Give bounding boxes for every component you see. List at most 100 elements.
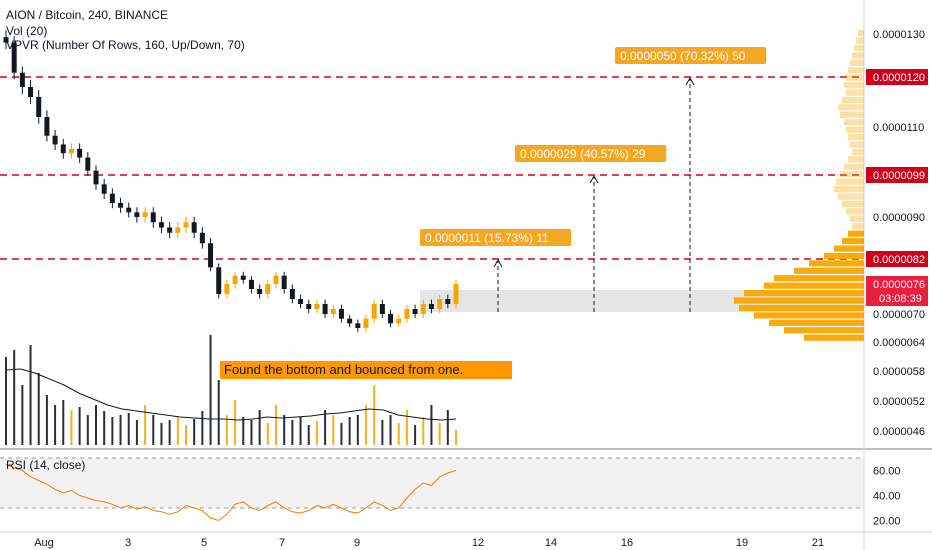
volume-bar (217, 380, 220, 445)
y-tick-label: 0.0000058 (873, 366, 925, 378)
vpvr-row (842, 238, 864, 245)
candle-body (126, 207, 132, 213)
candle-body (257, 289, 263, 294)
rsi-indicator-label: RSI (14, close) (6, 458, 86, 472)
candle-body (224, 284, 230, 294)
vpvr-row (744, 290, 864, 297)
vpvr-row (754, 312, 864, 319)
measure-label: 0.0000011 (15.73%) 11 (425, 231, 549, 245)
candle-body (314, 304, 320, 309)
volume-bar (356, 415, 359, 445)
vpvr-row (856, 37, 864, 44)
candle-body (306, 304, 312, 309)
candle-body (453, 284, 459, 304)
vpvr-row (848, 67, 864, 74)
volume-bar (135, 420, 138, 445)
candle-body (330, 309, 336, 314)
vpvr-row (850, 59, 864, 66)
vpvr-row (840, 111, 864, 118)
volume-bar (299, 417, 302, 445)
vpvr-row (834, 186, 864, 193)
volume-bar (209, 335, 212, 445)
candle-body (158, 222, 164, 228)
candle-body (347, 318, 353, 324)
candle-body (396, 318, 402, 324)
candle-body (248, 279, 254, 289)
volume-bar (242, 417, 245, 445)
volume-bar (176, 417, 179, 445)
x-tick-label: Aug (34, 537, 54, 549)
candle-body (150, 212, 156, 223)
candle-body (232, 275, 238, 284)
y-tick-label: 0.0000110 (873, 122, 924, 134)
arrow-head (589, 174, 599, 184)
volume-ma-line (5, 368, 457, 421)
volume-bar (70, 410, 73, 445)
vpvr-row (850, 141, 864, 148)
level-price-tag (866, 251, 928, 267)
volume-bar (45, 395, 48, 445)
x-tick-label: 7 (279, 537, 285, 549)
y-tick-label: 0.0000090 (873, 212, 925, 224)
candle-body (388, 314, 394, 324)
candle-body (44, 117, 50, 136)
vpvr-row (809, 260, 864, 267)
x-tick-label: 14 (545, 537, 557, 549)
vpvr-row (840, 171, 864, 178)
candle-body (199, 232, 205, 244)
rsi-tick-label: 20.00 (873, 516, 901, 528)
vpvr-row (834, 245, 864, 252)
rsi-tick-label: 40.00 (873, 491, 901, 503)
volume-bar (430, 405, 433, 445)
candle-body (60, 144, 66, 154)
candle-body (68, 148, 74, 154)
volume-bar (307, 425, 310, 445)
candle-body (363, 318, 369, 328)
vpvr-row (852, 148, 864, 156)
volume-bar (332, 415, 335, 445)
volume-bar (37, 373, 40, 445)
annotation-text: Found the bottom and bounced from one. (224, 362, 463, 377)
candle-body (437, 299, 443, 309)
current-price-tag (866, 276, 928, 306)
y-tick-label: 0.0000070 (873, 309, 925, 321)
volume-bar (446, 410, 449, 445)
measure-label: 0.0000029 (40.57%) 29 (520, 147, 646, 161)
level-price-tag (866, 69, 928, 85)
candle-body (208, 243, 214, 268)
current-price-text: 0.0000076 (873, 279, 925, 291)
level-price-tag-text: 0.0000082 (873, 254, 925, 266)
candle-body (428, 304, 434, 309)
vpvr-row (824, 252, 864, 260)
volume-bar (21, 385, 24, 445)
x-tick-label: 3 (125, 537, 131, 549)
volume-bar (193, 419, 196, 445)
candle-body (109, 193, 115, 203)
vpvr-row (842, 96, 864, 104)
volume-bar (168, 420, 171, 445)
volume-bar (365, 405, 367, 445)
symbol-title: AION / Bitcoin, 240, BINANCE (6, 8, 169, 22)
vpvr-row (848, 230, 864, 237)
volume-bar (119, 415, 122, 445)
candle-body (216, 267, 222, 294)
vpvr-row (774, 275, 864, 282)
volume-bar (225, 415, 228, 445)
measure-box (420, 229, 572, 246)
volume-bar (405, 410, 408, 445)
candle-body (183, 222, 189, 228)
vpvr-row (854, 44, 864, 52)
candle-body (52, 135, 58, 145)
level-price-tag (866, 167, 928, 183)
candle-body (265, 284, 271, 294)
volume-bar (152, 415, 155, 445)
candle-body (167, 227, 173, 233)
candle-body (101, 184, 107, 194)
level-price-tag-text: 0.0000099 (873, 170, 925, 182)
volume-bar (54, 405, 57, 445)
candle-body (85, 157, 91, 171)
measure-box (615, 47, 767, 64)
x-tick-label: 21 (812, 537, 824, 549)
candle-body (404, 309, 410, 319)
